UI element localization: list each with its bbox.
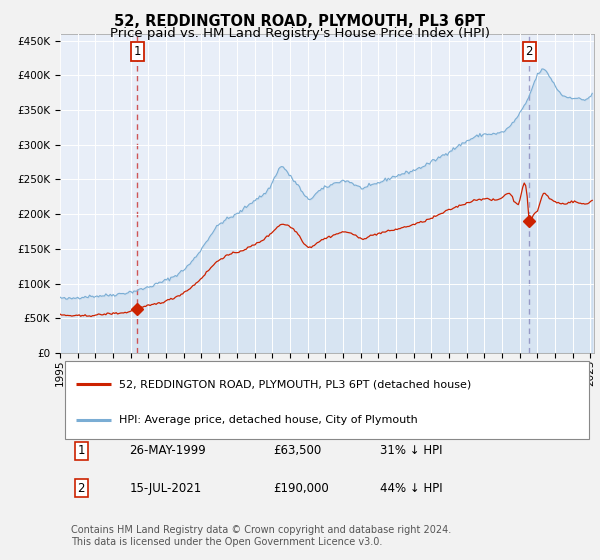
Text: 2: 2 xyxy=(526,45,533,58)
FancyBboxPatch shape xyxy=(65,361,589,439)
Text: 2: 2 xyxy=(77,482,85,494)
Text: 52, REDDINGTON ROAD, PLYMOUTH, PL3 6PT: 52, REDDINGTON ROAD, PLYMOUTH, PL3 6PT xyxy=(115,14,485,29)
Text: Price paid vs. HM Land Registry's House Price Index (HPI): Price paid vs. HM Land Registry's House … xyxy=(110,27,490,40)
Text: £63,500: £63,500 xyxy=(274,445,322,458)
Text: 1: 1 xyxy=(134,45,141,58)
Text: HPI: Average price, detached house, City of Plymouth: HPI: Average price, detached house, City… xyxy=(119,414,418,424)
Text: 52, REDDINGTON ROAD, PLYMOUTH, PL3 6PT (detached house): 52, REDDINGTON ROAD, PLYMOUTH, PL3 6PT (… xyxy=(119,379,471,389)
Text: 31% ↓ HPI: 31% ↓ HPI xyxy=(380,445,443,458)
Text: Contains HM Land Registry data © Crown copyright and database right 2024.
This d: Contains HM Land Registry data © Crown c… xyxy=(71,525,451,547)
Text: 1: 1 xyxy=(77,445,85,458)
Text: 26-MAY-1999: 26-MAY-1999 xyxy=(130,445,206,458)
Text: 44% ↓ HPI: 44% ↓ HPI xyxy=(380,482,443,494)
Text: 15-JUL-2021: 15-JUL-2021 xyxy=(130,482,202,494)
Text: £190,000: £190,000 xyxy=(274,482,329,494)
